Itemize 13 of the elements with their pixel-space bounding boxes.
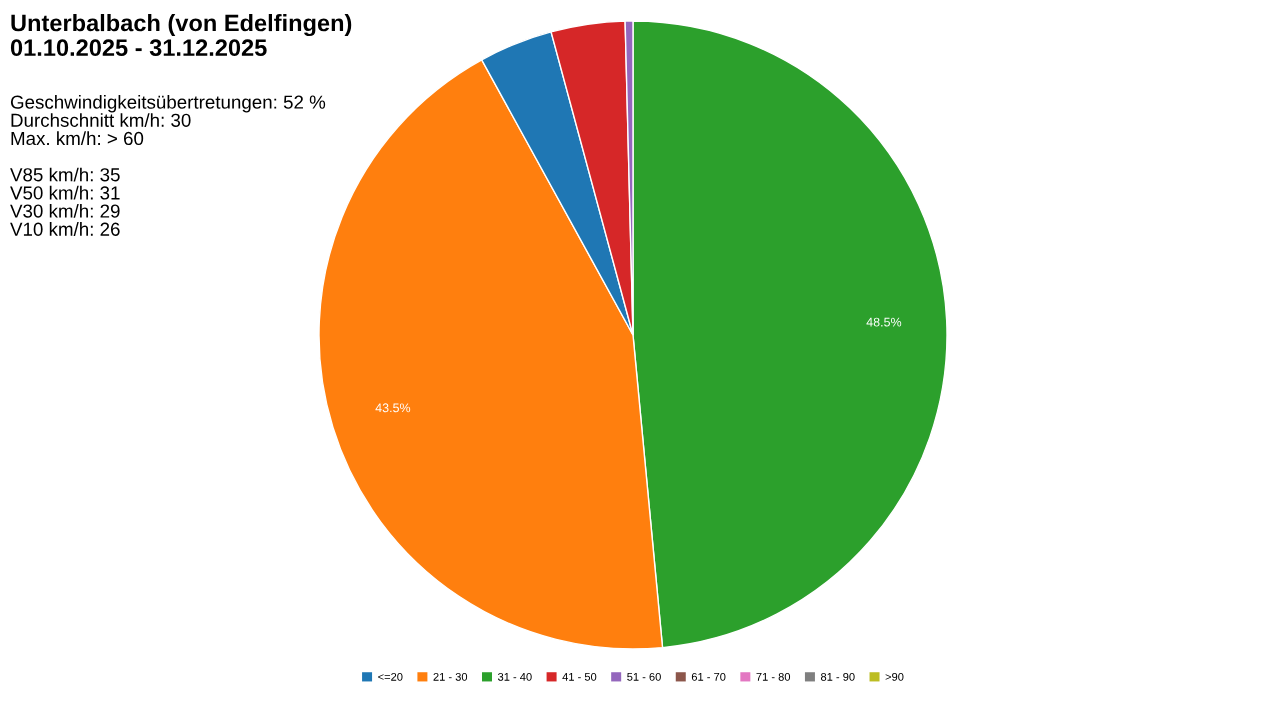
data-label: 43.5% xyxy=(375,403,411,413)
legend-label: 41 - 50 xyxy=(562,672,597,681)
legend-label: 61 - 70 xyxy=(691,672,726,681)
legend-label: >90 xyxy=(885,672,904,681)
legend-label: <=20 xyxy=(378,672,403,681)
legend-label: 71 - 80 xyxy=(756,672,791,681)
legend-label: 21 - 30 xyxy=(433,672,468,681)
text: Geschwindigkeitsübertretungen: 52 % Durchschnitt km/h: 30 Max. km/h: > 60 V85 km/h: 35 V50 km/h: 31 V30 km/h: 29 V10 km/h: 26 xyxy=(10,95,326,236)
chart-title: Unterbalbach (von Edelfingen) 01.10.2025 - 31.12.2025 xyxy=(10,14,352,57)
data-label: 48.5% xyxy=(866,317,902,327)
legend-label: 81 - 90 xyxy=(820,672,855,681)
legend-label: 31 - 40 xyxy=(497,672,532,681)
legend-label: 51 - 60 xyxy=(627,672,661,681)
